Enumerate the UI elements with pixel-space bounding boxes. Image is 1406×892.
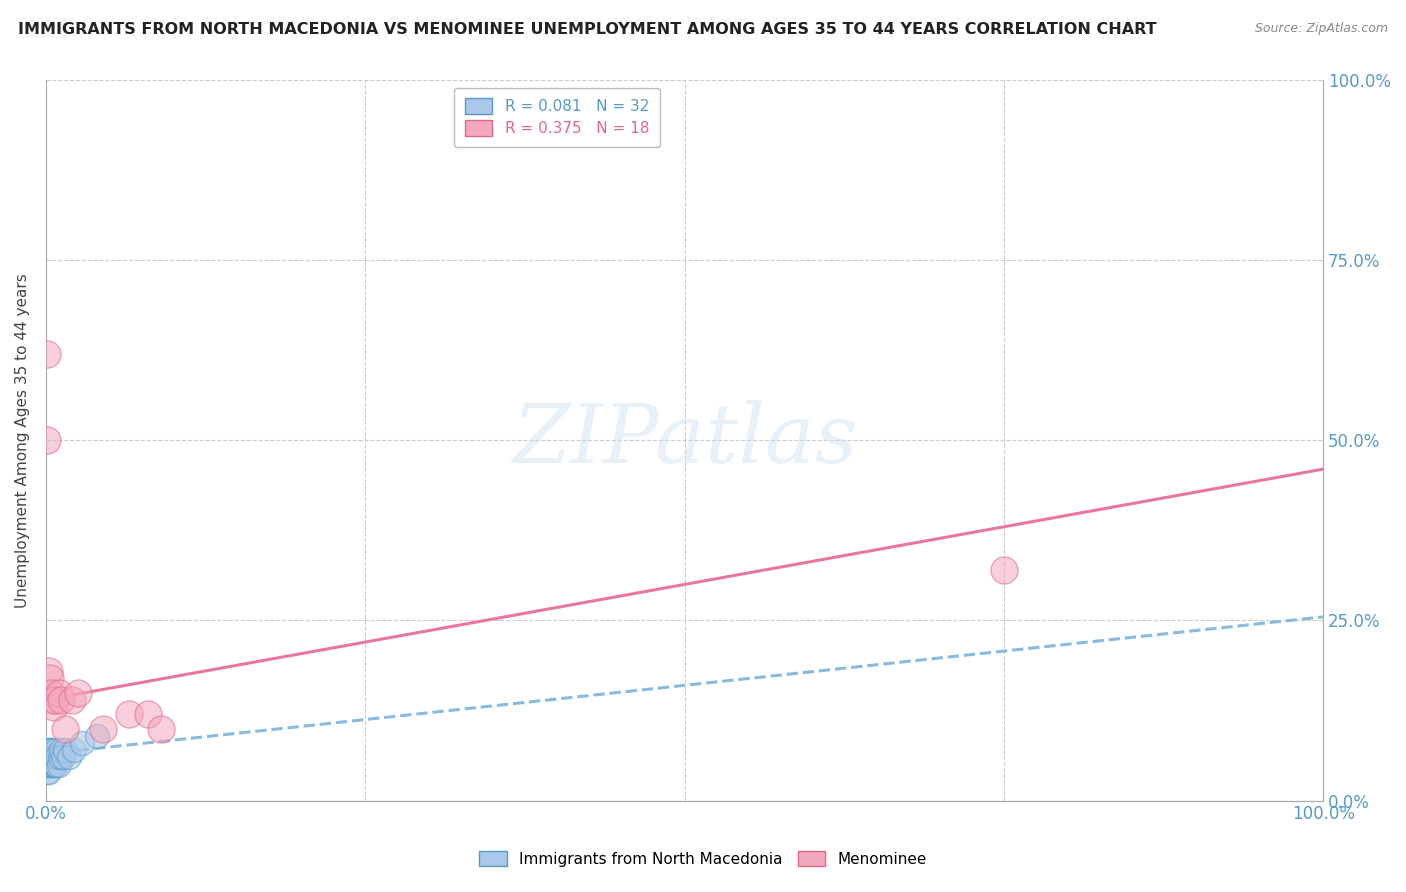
Legend: Immigrants from North Macedonia, Menominee: Immigrants from North Macedonia, Menomin… — [468, 840, 938, 877]
Point — [38, 743, 60, 757]
Point — [41, 743, 63, 757]
Point — [38, 764, 60, 779]
Point — [44, 750, 66, 764]
Legend: R = 0.081   N = 32, R = 0.375   N = 18: R = 0.081 N = 32, R = 0.375 N = 18 — [454, 87, 659, 147]
Point — [39, 757, 62, 772]
Point — [42, 750, 65, 764]
Point — [39, 750, 62, 764]
Point — [45, 757, 67, 772]
Point — [60, 692, 83, 706]
Point — [48, 685, 70, 699]
Point — [42, 757, 65, 772]
Point — [993, 563, 1015, 577]
Text: Source: ZipAtlas.com: Source: ZipAtlas.com — [1254, 22, 1388, 36]
Point — [38, 664, 60, 678]
Point — [58, 750, 80, 764]
Point — [136, 707, 159, 722]
Point — [53, 743, 76, 757]
Point — [38, 757, 60, 772]
Point — [66, 685, 89, 699]
Point — [37, 757, 59, 772]
Point — [37, 750, 59, 764]
Point — [49, 750, 72, 764]
Point — [38, 750, 60, 764]
Point — [38, 750, 60, 764]
Point — [37, 434, 59, 448]
Point — [39, 743, 62, 757]
Point — [38, 743, 60, 757]
Point — [44, 692, 66, 706]
Point — [53, 722, 76, 736]
Point — [63, 743, 86, 757]
Point — [41, 692, 63, 706]
Point — [37, 347, 59, 361]
Point — [41, 757, 63, 772]
Y-axis label: Unemployment Among Ages 35 to 44 years: Unemployment Among Ages 35 to 44 years — [15, 273, 30, 607]
Point — [48, 757, 70, 772]
Text: ZIPatlas: ZIPatlas — [512, 401, 858, 480]
Point — [46, 750, 69, 764]
Point — [37, 764, 59, 779]
Point — [38, 757, 60, 772]
Point — [41, 750, 63, 764]
Point — [93, 722, 115, 736]
Point — [51, 692, 73, 706]
Point — [52, 750, 75, 764]
Point — [70, 736, 93, 750]
Point — [149, 722, 172, 736]
Text: IMMIGRANTS FROM NORTH MACEDONIA VS MENOMINEE UNEMPLOYMENT AMONG AGES 35 TO 44 YE: IMMIGRANTS FROM NORTH MACEDONIA VS MENOM… — [18, 22, 1157, 37]
Point — [51, 743, 73, 757]
Point — [44, 757, 66, 772]
Point — [39, 685, 62, 699]
Point — [38, 671, 60, 685]
Point — [86, 729, 108, 743]
Point — [42, 700, 65, 714]
Point — [118, 707, 141, 722]
Point — [45, 743, 67, 757]
